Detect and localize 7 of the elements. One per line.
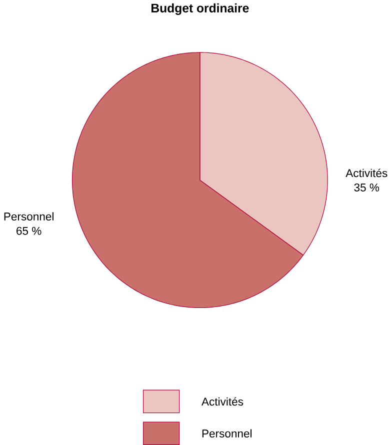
legend-label: Personnel [202,429,252,438]
slice-label: Activités [346,168,388,178]
data-label: 35 % [354,184,380,192]
slice-label: Personnel [4,212,54,220]
data-label: 65 % [16,226,42,235]
legend-label: Activités [201,397,244,406]
chart-title: Budget ordinaire [151,3,249,15]
